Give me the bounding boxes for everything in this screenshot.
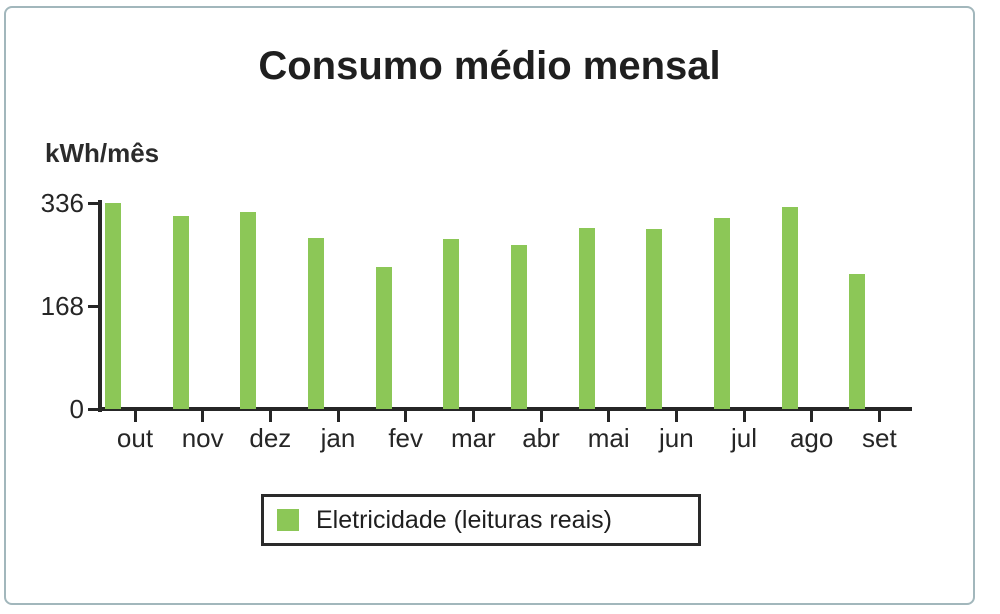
legend-label: Eletricidade (leituras reais) [316,505,612,534]
x-axis-tick [539,411,543,422]
x-axis-label-mai: mai [587,423,630,453]
x-axis-tick [133,411,137,422]
x-axis-label-dez: dez [249,423,292,453]
chart-title: Consumo médio mensal [258,44,721,88]
y-axis-tick [88,304,99,308]
bar-set [849,273,866,409]
bar-out [105,203,121,409]
x-axis-line [98,407,912,411]
x-axis-label-jun: jun [658,423,694,453]
y-axis-tick-label: 0 [69,394,84,424]
x-axis-label-mar: mar [450,423,496,453]
x-axis-tick [810,411,814,422]
y-axis-unit-label: kWh/mês [45,138,160,168]
legend: Eletricidade (leituras reais) [261,494,701,546]
x-axis-tick [336,411,340,422]
y-axis-line [98,200,102,412]
x-axis-label-nov: nov [181,423,224,453]
x-axis-tick [471,411,475,422]
bar-ago [781,206,798,409]
x-axis-label-abr: abr [522,423,560,453]
bar-jan [308,237,324,409]
y-axis-tick [88,201,99,205]
x-axis-tick [268,411,272,422]
bar-mai [578,228,595,409]
y-axis-tick [88,407,99,411]
x-axis-label-jul: jul [730,423,757,453]
bar-nov [172,215,189,409]
x-axis-tick [607,411,611,422]
y-axis-tick-label: 168 [40,291,84,321]
x-axis-tick [877,411,881,422]
bar-jun [646,229,663,409]
bar-abr [511,245,527,409]
x-axis-tick [674,411,678,422]
x-axis-label-jan: jan [320,423,356,453]
x-axis-label-fev: fev [388,423,423,453]
bar-mar [443,238,460,409]
bar-fev [375,266,392,409]
x-axis-tick [404,411,408,422]
legend-swatch [277,509,299,531]
x-axis-label-out: out [116,423,154,453]
y-axis-tick-label: 336 [40,188,84,218]
x-axis-label-set: set [861,423,897,453]
x-axis-tick [201,411,205,422]
bar-dez [240,211,257,409]
x-axis-label-ago: ago [789,423,834,453]
bar-jul [714,218,730,409]
x-axis-tick [742,411,746,422]
